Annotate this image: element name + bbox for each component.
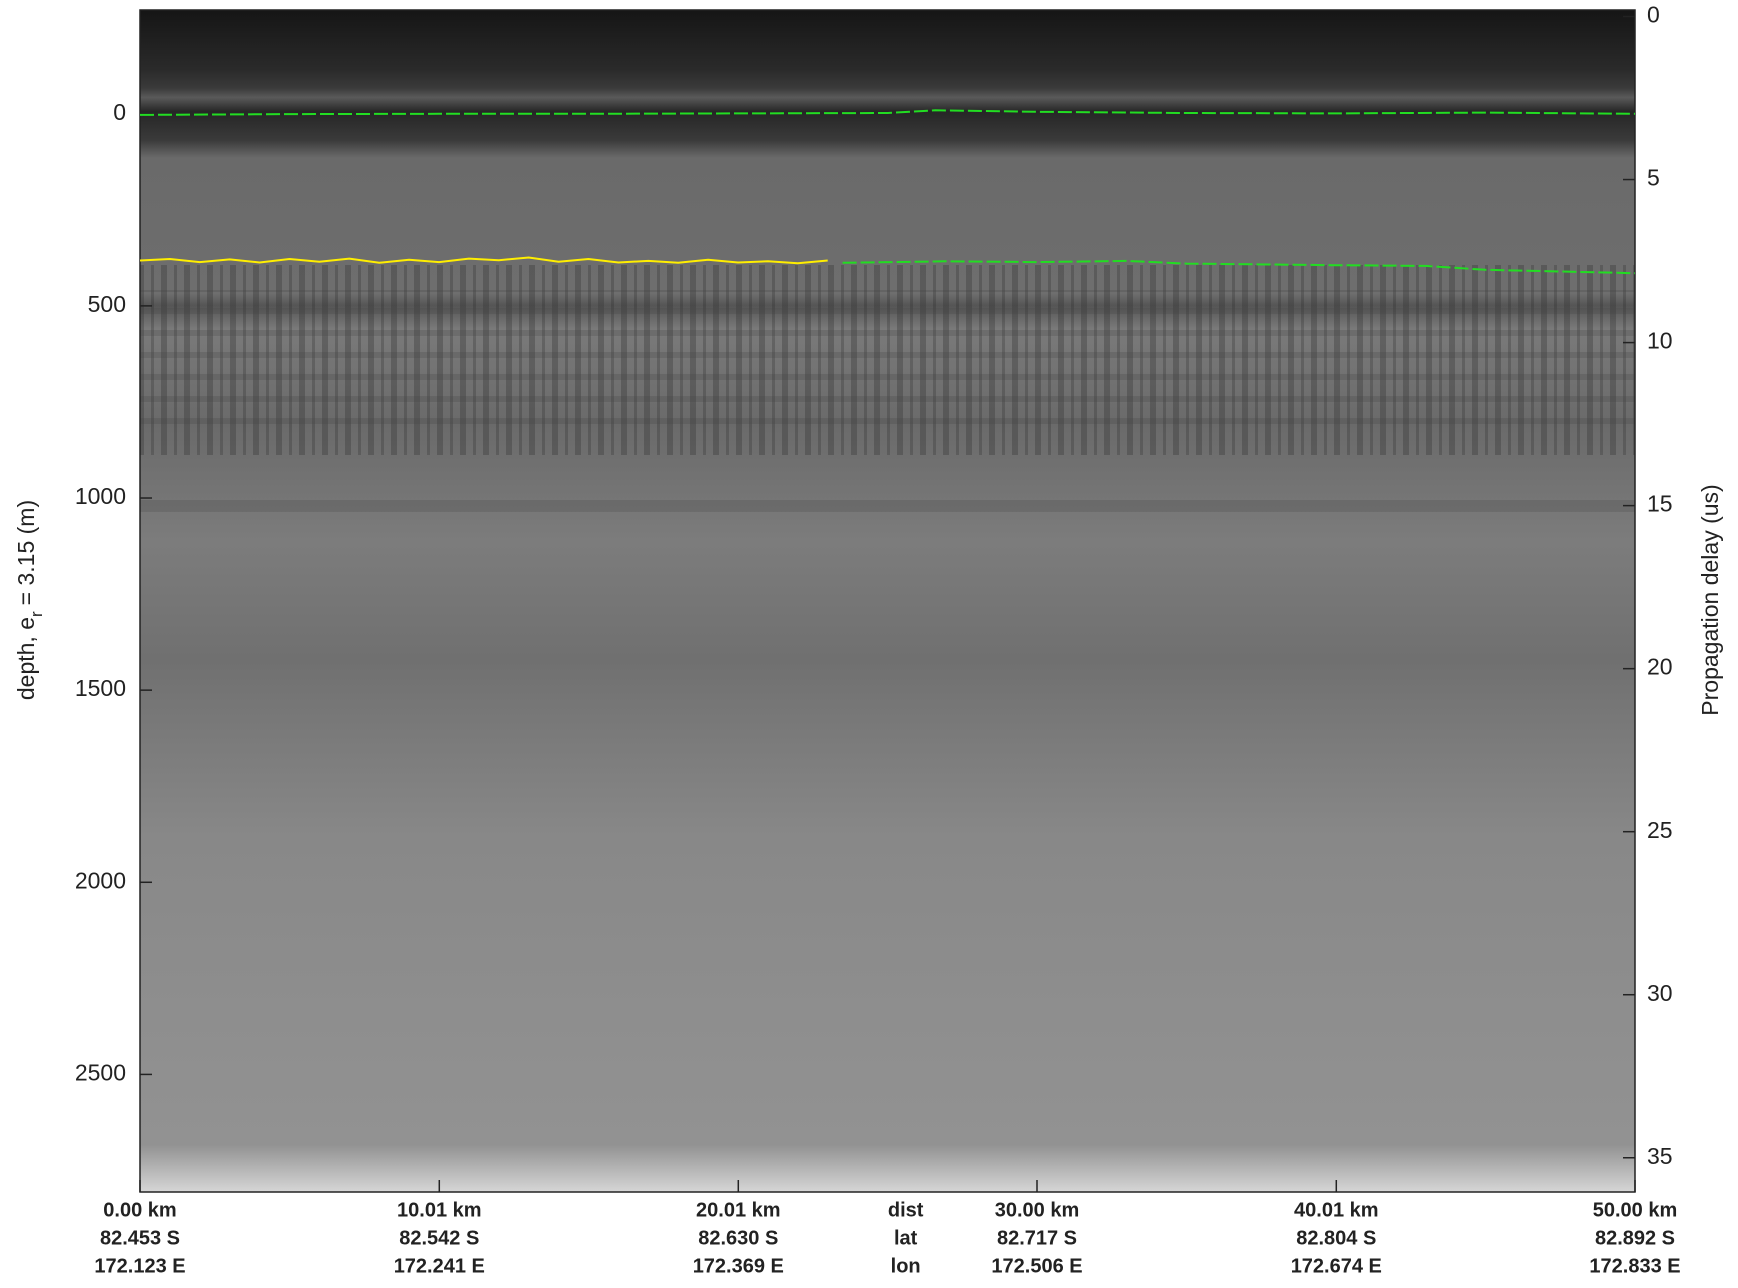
x-tick-lon: 172.674 E bbox=[1291, 1255, 1382, 1277]
x-tick-lat: 82.542 S bbox=[399, 1227, 479, 1249]
y-tick-label: 1500 bbox=[75, 675, 126, 701]
x-tick-lat: 82.892 S bbox=[1595, 1227, 1675, 1249]
y-axis-label-sub: r bbox=[27, 611, 46, 617]
y-axis-label: depth, er = 3.15 (m) bbox=[13, 500, 46, 700]
y2-tick-label: 30 bbox=[1647, 980, 1673, 1006]
x-row-label: dist bbox=[888, 1199, 924, 1221]
x-tick-label: 0.00 km bbox=[103, 1199, 176, 1221]
x-tick-label: 50.00 km bbox=[1593, 1199, 1678, 1221]
y-tick-label: 2000 bbox=[75, 867, 126, 893]
y-tick-label: 0 bbox=[113, 99, 126, 125]
layer-pick bbox=[842, 259, 1636, 275]
y2-tick-label: 5 bbox=[1647, 165, 1660, 191]
y-axis-label-part: depth, e bbox=[13, 617, 39, 700]
x-tick-lon: 172.506 E bbox=[991, 1255, 1082, 1277]
y2-tick-label: 35 bbox=[1647, 1143, 1673, 1169]
plot-area bbox=[140, 10, 1635, 1192]
x-tick-label: 40.01 km bbox=[1294, 1199, 1379, 1221]
x-tick-label: 20.01 km bbox=[696, 1199, 781, 1221]
echogram-layer bbox=[140, 500, 1635, 512]
x-tick-label: 10.01 km bbox=[397, 1199, 482, 1221]
x-tick-lon: 172.241 E bbox=[394, 1255, 485, 1277]
y-axis-label-part: = 3.15 (m) bbox=[13, 500, 39, 605]
echogram-image bbox=[140, 10, 1635, 1192]
echogram-texture bbox=[140, 290, 1635, 430]
y2-tick-label: 25 bbox=[1647, 817, 1673, 843]
x-tick-lat: 82.630 S bbox=[698, 1227, 778, 1249]
x-tick-lat: 82.717 S bbox=[997, 1227, 1077, 1249]
layer-pick bbox=[139, 256, 828, 265]
y-tick-label: 500 bbox=[88, 291, 126, 317]
y-tick-label: 1000 bbox=[75, 483, 126, 509]
x-tick-lon: 172.369 E bbox=[693, 1255, 784, 1277]
x-tick-lat: 82.453 S bbox=[100, 1227, 180, 1249]
y2-tick-label: 10 bbox=[1647, 328, 1673, 354]
plot-frame bbox=[139, 9, 1636, 1193]
x-tick-lat: 82.804 S bbox=[1296, 1227, 1376, 1249]
y2-axis-label: Propagation delay (us) bbox=[1697, 484, 1723, 715]
x-row-label: lon bbox=[891, 1255, 921, 1277]
y2-tick-label: 20 bbox=[1647, 654, 1673, 680]
layer-pick bbox=[139, 109, 1636, 116]
x-tick-lon: 172.123 E bbox=[94, 1255, 185, 1277]
y2-tick-label: 0 bbox=[1647, 2, 1660, 28]
x-row-label: lat bbox=[894, 1227, 918, 1249]
y-tick-label: 2500 bbox=[75, 1059, 126, 1085]
x-tick-label: 30.00 km bbox=[995, 1199, 1080, 1221]
y2-tick-label: 15 bbox=[1647, 491, 1673, 517]
x-tick-lon: 172.833 E bbox=[1589, 1255, 1680, 1277]
